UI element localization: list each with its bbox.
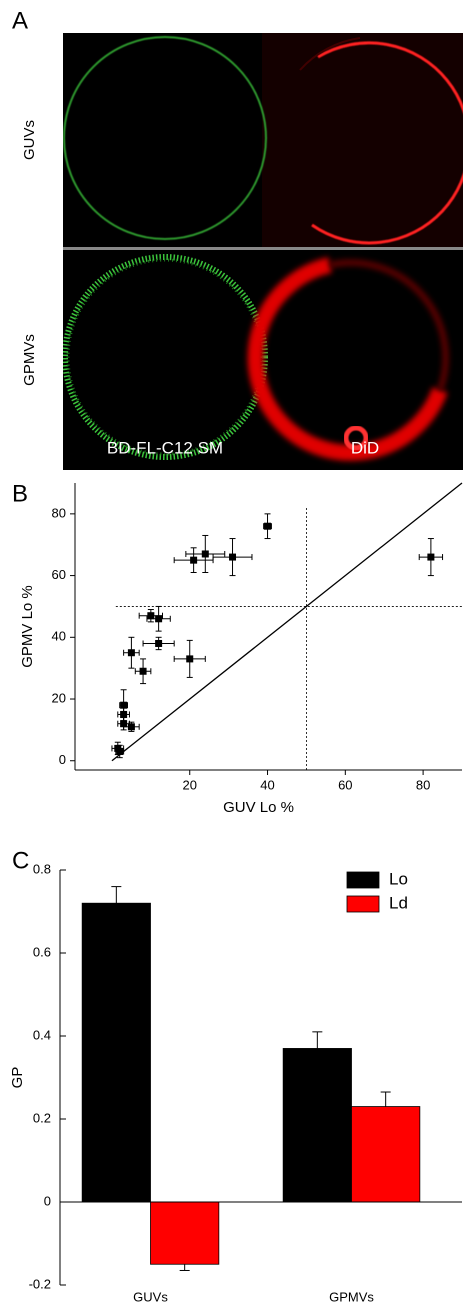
row-label: GUVs <box>21 120 38 160</box>
point <box>155 615 163 623</box>
y-tick-label: 0.2 <box>33 1110 51 1125</box>
y-tick-label: 20 <box>52 690 66 705</box>
legend-swatch <box>346 871 380 889</box>
divider <box>63 247 463 250</box>
point <box>127 649 135 657</box>
point <box>201 550 209 558</box>
panel-label: B <box>12 480 28 507</box>
vesicle <box>329 259 449 392</box>
bar <box>282 1048 352 1203</box>
legend-label: Lo <box>389 869 408 888</box>
vesicle <box>299 37 361 71</box>
y-tick-label: 60 <box>52 567 66 582</box>
point <box>427 553 435 561</box>
point <box>147 612 155 620</box>
y-tick-label: 0 <box>44 1193 51 1208</box>
y-tick-label: -0.2 <box>29 1276 51 1291</box>
bar <box>351 1106 421 1203</box>
y-tick-label: 0 <box>59 752 66 767</box>
panel-label: C <box>12 847 29 874</box>
column-label: DiD <box>351 438 379 457</box>
y-tick-label: 80 <box>52 505 66 520</box>
x-axis-title: GUV Lo % <box>223 799 294 816</box>
x-tick-label: GPMVs <box>329 1289 374 1304</box>
micrographs <box>63 33 463 470</box>
x-tick-label: GUVs <box>133 1289 168 1304</box>
vesicle <box>311 41 463 245</box>
x-tick-label: 60 <box>338 777 352 792</box>
y-axis-title: GPMV Lo % <box>19 585 36 668</box>
vesicle <box>63 36 267 240</box>
image-bg <box>262 33 463 247</box>
point <box>264 522 272 530</box>
point <box>190 556 198 564</box>
y-tick-label: 0.6 <box>33 944 51 959</box>
point <box>127 723 135 731</box>
x-tick-label: 80 <box>416 777 430 792</box>
y-tick-label: 0.8 <box>33 861 51 876</box>
vesicle <box>63 254 268 460</box>
x-tick-label: 40 <box>260 777 274 792</box>
point <box>155 639 163 647</box>
vesicle <box>247 257 448 461</box>
point <box>139 667 147 675</box>
point <box>116 747 124 755</box>
identity-line <box>111 482 463 762</box>
vesicle <box>343 425 369 451</box>
column-label: BD-FL-C12 SM <box>107 438 223 457</box>
row-label: GPMVs <box>21 334 38 386</box>
y-tick-label: 0.4 <box>33 1027 51 1042</box>
bar <box>81 902 151 1203</box>
point <box>120 710 128 718</box>
x-tick-label: 20 <box>183 777 197 792</box>
point <box>229 553 237 561</box>
bar <box>150 1201 220 1265</box>
point <box>120 720 128 728</box>
y-axis-title: GP <box>9 1067 26 1089</box>
y-tick-label: 40 <box>52 629 66 644</box>
legend-swatch <box>346 895 380 913</box>
point <box>186 655 194 663</box>
legend-label: Ld <box>389 893 408 912</box>
panel-label: A <box>12 7 28 34</box>
